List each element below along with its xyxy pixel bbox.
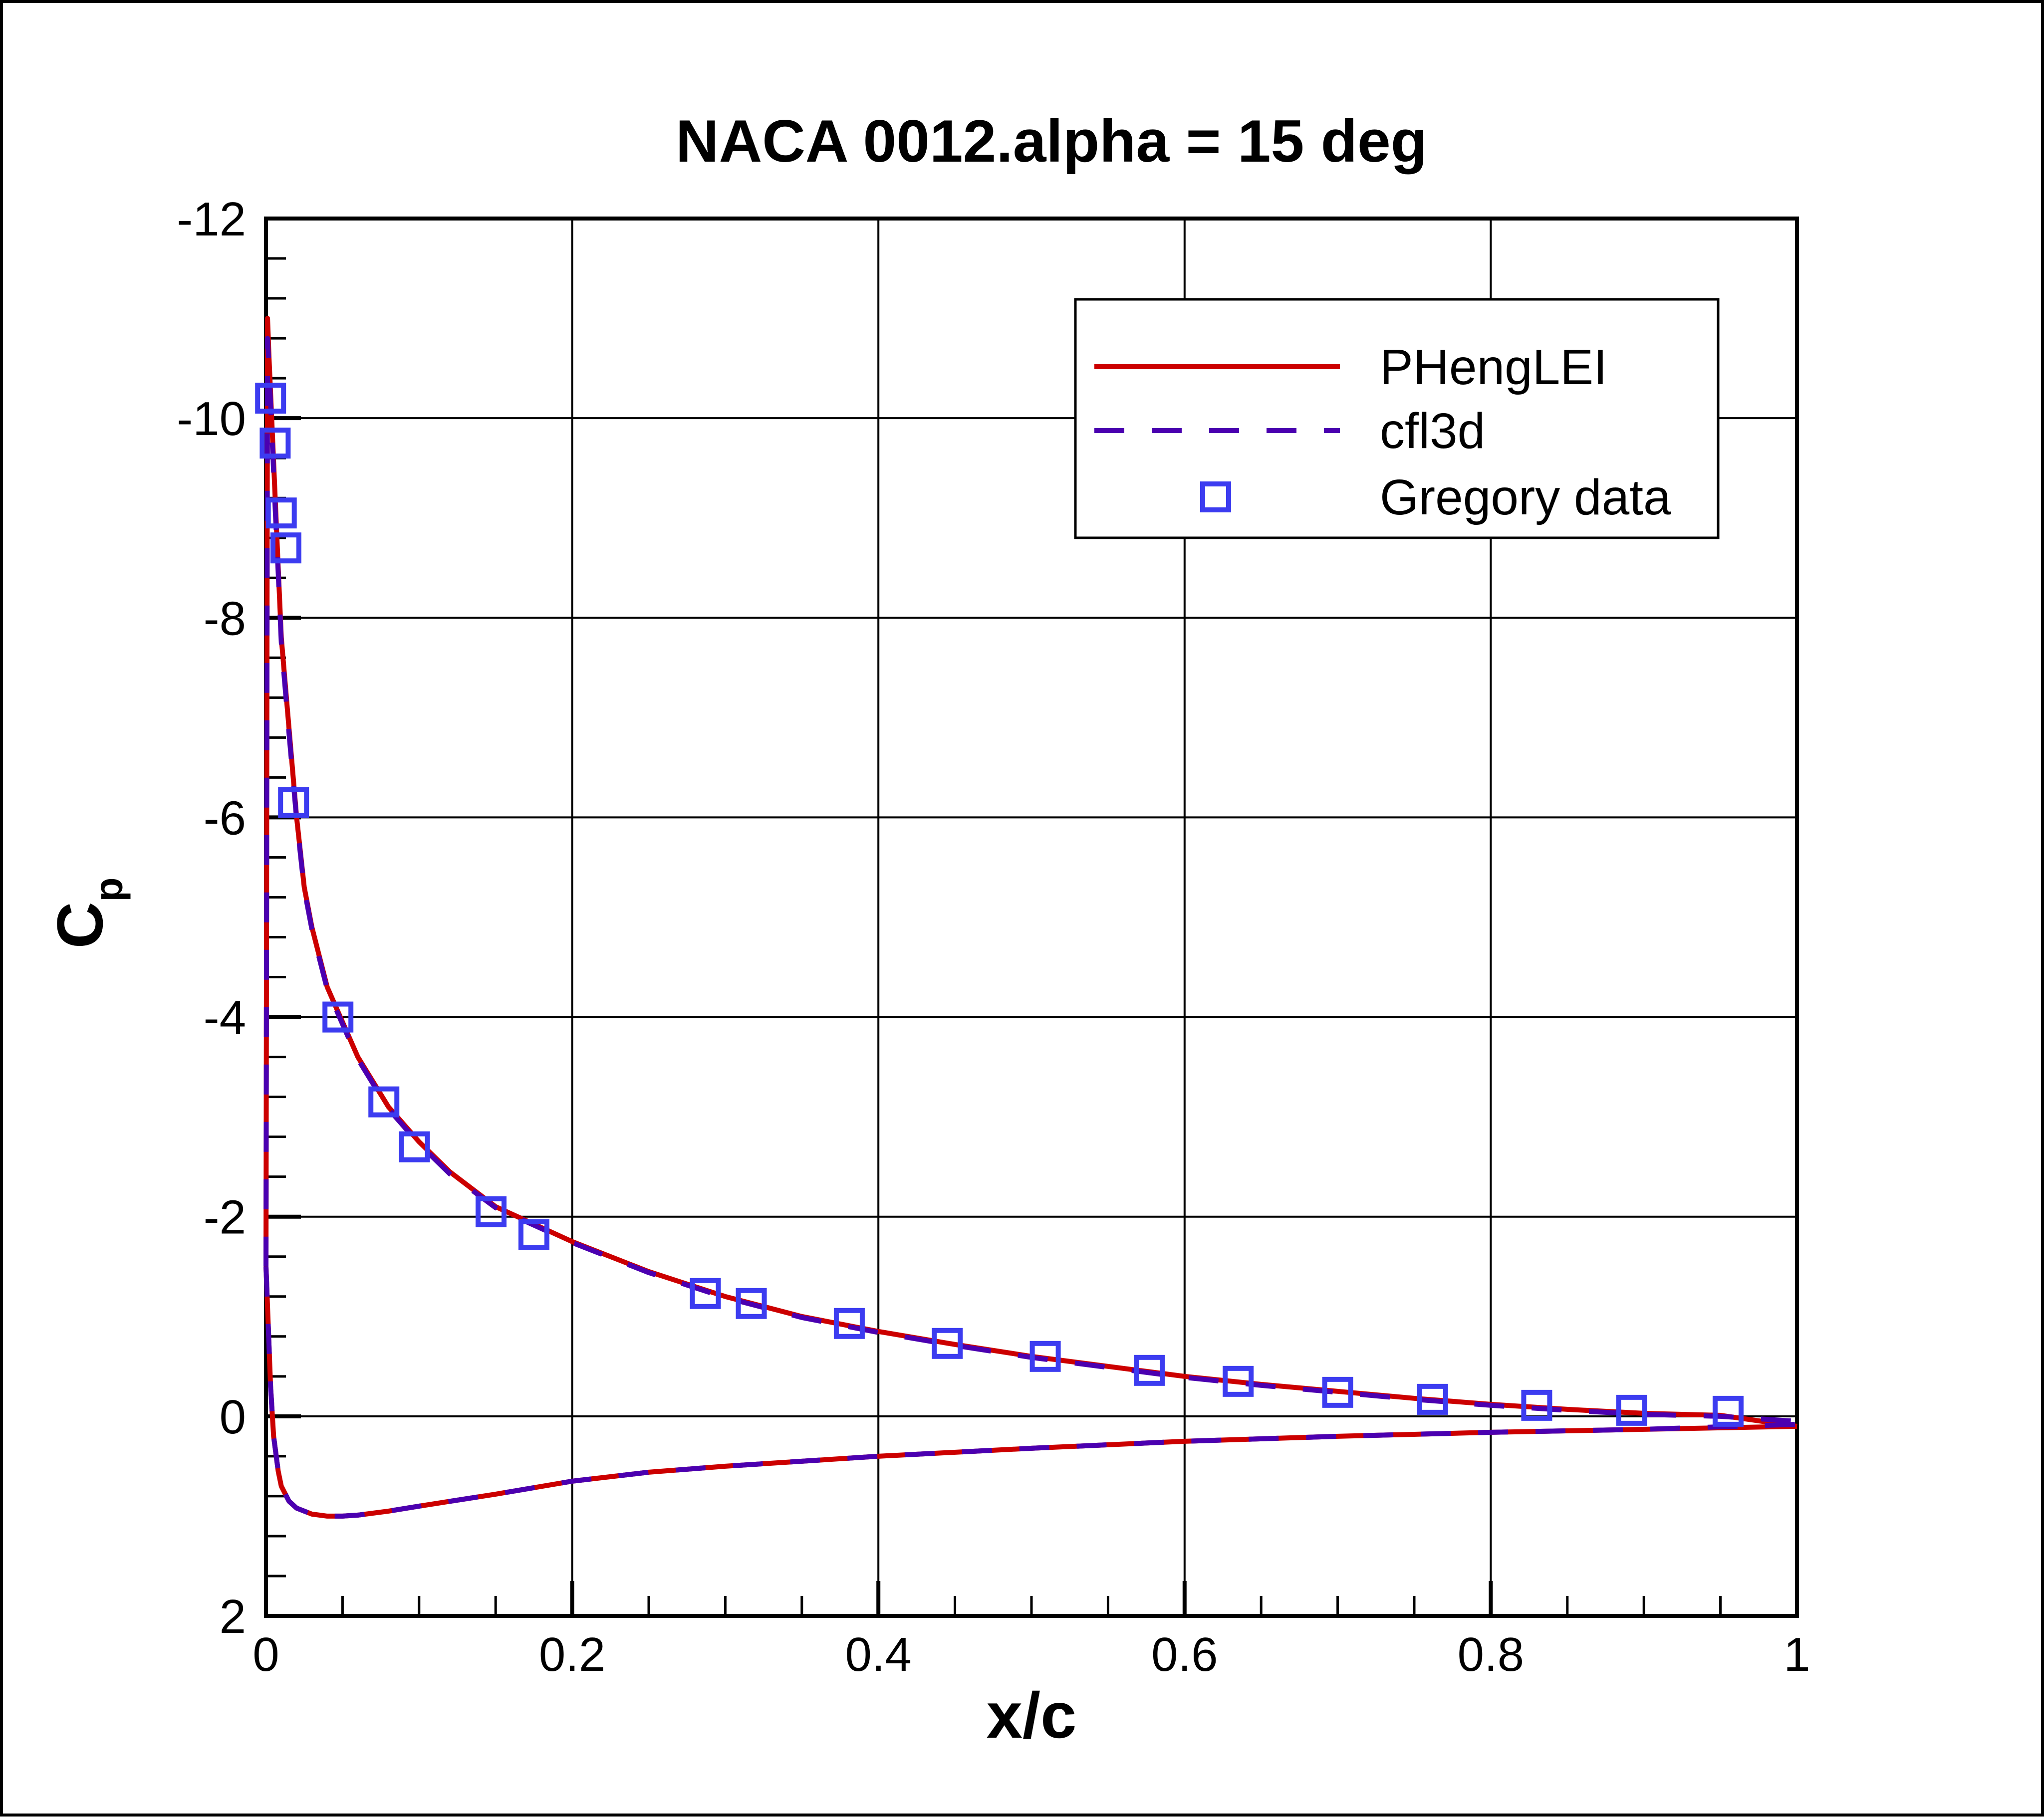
chart-title: NACA 0012.alpha = 15 deg (676, 108, 1427, 175)
x-tick-label: 0 (253, 1628, 279, 1681)
gregory-data-point (932, 1328, 963, 1359)
legend: PHengLEI cfl3d Gregory data (1074, 298, 1720, 539)
gregory-data-point (270, 532, 301, 564)
x-tick-label: 0.4 (845, 1628, 911, 1681)
gregory-data-point (1521, 1389, 1552, 1421)
x-tick-label: 0.8 (1458, 1628, 1524, 1681)
legend-phenglei-label: PHengLEI (1380, 339, 1607, 395)
gregory-data-point (265, 497, 297, 529)
gregory-data-point (1712, 1395, 1744, 1427)
gregory-data-point (1417, 1383, 1448, 1415)
y-tick-label: -6 (204, 791, 246, 845)
legend-gregory-label: Gregory data (1380, 469, 1671, 525)
gregory-data-point (1029, 1341, 1061, 1372)
cfl3d-lower-surface-line (263, 1266, 1797, 1519)
gregory-data-point (736, 1288, 767, 1319)
x-axis-label: x/c (987, 1679, 1077, 1752)
series-markers (255, 383, 1744, 1427)
y-axis-label-subscript: p (86, 878, 131, 902)
gregory-data-point (322, 1001, 354, 1033)
y-tick-label: -4 (204, 991, 246, 1045)
y-axis-label: Cp (43, 878, 131, 949)
tick-labels: 0 0.2 0.4 0.6 0.8 1-12-10-8-6-4-202 (177, 193, 1810, 1681)
gregory-data-point (259, 428, 291, 459)
y-axis-label-main: Cp (43, 878, 131, 949)
x-tick-label: 0.2 (539, 1628, 605, 1681)
gregory-data-point (1223, 1365, 1254, 1397)
y-tick-label: 0 (220, 1390, 246, 1444)
y-tick-label: 2 (220, 1590, 246, 1643)
gregory-data-point (833, 1308, 865, 1339)
y-tick-label: -10 (177, 392, 246, 446)
y-tick-label: -12 (177, 193, 246, 246)
x-tick-label: 1 (1784, 1628, 1810, 1681)
gregory-data-point (1322, 1376, 1353, 1408)
y-axis-label-c: C (43, 902, 116, 948)
legend-cfl3d-label: cfl3d (1380, 403, 1485, 459)
series-lines (263, 316, 1797, 1519)
gregory-data-point (1616, 1394, 1647, 1426)
x-tick-label: 0.6 (1151, 1628, 1218, 1681)
legend-gregory-swatch (1200, 481, 1231, 512)
legend-box (1074, 298, 1720, 539)
gregory-data-point (518, 1219, 549, 1250)
cfl3d-upper-surface-line (263, 336, 1797, 1424)
gregory-data-point (278, 787, 309, 818)
gregory-data-point (255, 383, 286, 414)
gregory-data-point (399, 1131, 430, 1162)
gregory-data-point (368, 1086, 400, 1118)
y-tick-label: -2 (204, 1191, 246, 1244)
gregory-data-point (1134, 1355, 1165, 1386)
gregory-data-point (690, 1278, 721, 1309)
gregory-data-point (475, 1196, 507, 1227)
y-tick-label: -8 (204, 592, 246, 645)
